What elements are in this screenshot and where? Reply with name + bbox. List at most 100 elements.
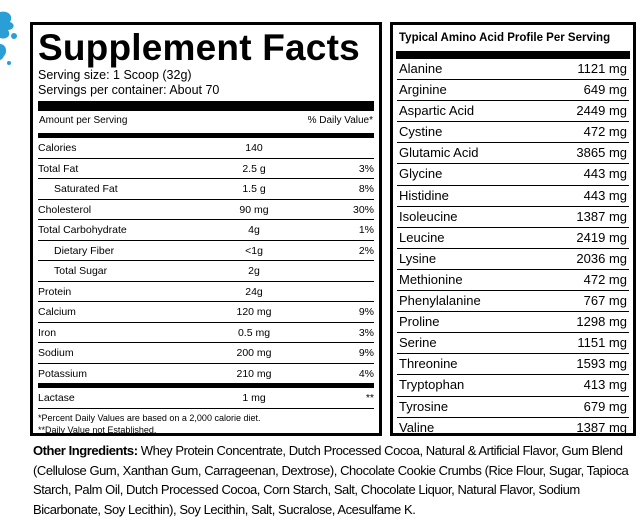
nutrient-amount: 2g [248,265,260,277]
amino-acid-name: Tryptophan [399,377,465,393]
nutrient-daily-value: 3% [358,162,374,175]
nutrient-row: Dietary Fiber <1g 2% [38,241,374,261]
nutrient-row: Protein 24g [38,282,374,302]
nutrient-daily-value [282,138,374,158]
amino-acid-table: Alanine 1121 mg Arginine 649 mg Aspartic Aci… [397,59,629,439]
amount-per-serving-header: Amount per Serving [39,115,128,126]
nutrient-name: Calories [38,142,77,154]
amino-acid-row: Valine 1387 mg [397,418,629,439]
amino-acid-name: Glycine [399,166,443,182]
nutrient-daily-value: 8% [358,183,374,195]
nutrient-amount: 2.5 g [242,162,266,175]
nutrient-amount: 1 mg [242,392,266,404]
nutrient-amount: 24g [245,285,263,298]
other-ingredients: Other Ingredients: Whey Protein Concentr… [33,441,636,519]
amino-acid-row: Cystine 472 mg [397,122,629,144]
amino-acid-name: Lysine [399,250,437,266]
nutrient-row: Total Carbohydrate 4g 1% [38,220,374,241]
serving-size: Serving size: 1 Scoop (32g) [38,68,192,82]
amino-acid-name: Serine [399,335,437,351]
nutrient-row: Iron 0.5 mg 3% [38,323,374,343]
amino-acid-amount: 1387 mg [576,419,627,435]
nutrient-daily-value: 30% [352,203,374,216]
nutrient-amount: 210 mg [236,367,272,380]
nutrient-daily-value: 9% [358,306,374,318]
amino-acid-row: Arginine 649 mg [397,80,629,102]
supplement-facts-title: Supplement Facts [38,27,360,68]
amino-acid-name: Aspartic Acid [399,103,475,119]
amino-acid-row: Isoleucine 1387 mg [397,207,629,228]
amino-acid-amount: 443 mg [583,166,627,182]
nutrient-daily-value: 2% [358,244,374,257]
nutrient-name: Protein [38,285,72,298]
amino-acid-name: Threonine [399,356,458,372]
nutrient-amount: 4g [248,224,260,236]
amino-acid-amount: 1593 mg [576,356,627,372]
nutrient-row: Calories 140 [38,138,374,159]
nutrient-amount: 1.5 g [242,183,266,195]
amino-acid-profile-panel: Typical Amino Acid Profile Per Serving A… [390,22,636,436]
nutrient-amount: 0.5 mg [237,326,271,339]
nutrient-name: Total Carbohydrate [38,224,127,236]
nutrient-row: Total Fat 2.5 g 3% [38,159,374,179]
amino-acid-row: Tyrosine 679 mg [397,397,629,418]
amino-acid-row: Proline 1298 mg [397,312,629,334]
amino-acid-name: Leucine [399,229,445,245]
amino-acid-amount: 649 mg [583,82,627,98]
nutrient-daily-value [282,282,374,302]
other-ingredients-label: Other Ingredients: [33,443,138,458]
nutrient-row: Lactase 1 mg ** [38,388,374,409]
amino-acid-amount: 679 mg [583,398,627,414]
amino-acid-row: Methionine 472 mg [397,270,629,292]
amino-acid-name: Phenylalanine [399,293,481,309]
amino-acid-name: Proline [399,314,440,330]
nutrient-row: Total Sugar 2g [38,261,374,282]
nutrient-row: Potassium 210 mg 4% [38,364,374,388]
amino-acid-row: Leucine 2419 mg [397,228,629,249]
footnote-daily-value-not-established: **Daily Value not Established. [38,424,157,435]
amino-acid-name: Methionine [399,271,463,287]
medium-divider [38,133,374,138]
amino-acid-row: Phenylalanine 767 mg [397,291,629,313]
amino-acid-name: Tyrosine [399,398,449,414]
amino-acid-amount: 2449 mg [576,103,627,119]
amino-acid-name: Cystine [399,124,443,140]
nutrient-row: Calcium 120 mg 9% [38,302,374,323]
nutrient-daily-value [282,261,374,281]
nutrient-daily-value: 1% [358,224,374,236]
supplement-facts-panel: Supplement Facts Serving size: 1 Scoop (… [30,22,382,436]
amino-acid-row: Threonine 1593 mg [397,354,629,376]
nutrient-row: Cholesterol 90 mg 30% [38,200,374,220]
amino-acid-row: Lysine 2036 mg [397,249,629,270]
nutrient-name: Iron [38,326,57,339]
nutrient-name: Total Sugar [54,265,108,277]
nutrient-name: Sodium [38,347,74,359]
other-ingredients-text: Whey Protein Concentrate, Dutch Processe… [33,443,629,517]
amino-acid-name: Arginine [399,82,447,98]
amino-acid-amount: 1387 mg [576,208,627,224]
nutrient-name: Lactase [38,392,75,404]
amino-acid-row: Aspartic Acid 2449 mg [397,101,629,123]
blue-splash-graphic [0,11,17,65]
nutrient-amount: 120 mg [236,306,272,318]
amino-acid-row: Glycine 443 mg [397,164,629,186]
nutrient-daily-value: 4% [358,367,374,380]
amino-acid-profile-title: Typical Amino Acid Profile Per Serving [399,32,611,44]
nutrient-amount: 140 [245,142,263,154]
amino-acid-amount: 2419 mg [576,229,627,245]
nutrient-name: Dietary Fiber [54,244,115,257]
nutrient-name: Saturated Fat [54,183,118,195]
amino-acid-row: Glutamic Acid 3865 mg [397,143,629,165]
servings-per-container: Servings per container: About 70 [38,83,220,97]
amino-acid-amount: 2036 mg [576,250,627,266]
amino-acid-name: Glutamic Acid [399,145,479,161]
amino-acid-amount: 3865 mg [576,145,627,161]
amino-acid-row: Tryptophan 413 mg [397,375,629,397]
amino-acid-name: Valine [399,419,435,435]
nutrient-table: Calories 140 Total Fat 2.5 g 3% Saturated Fat… [38,138,374,409]
nutrient-daily-value: 9% [358,347,374,359]
nutrient-daily-value: 3% [358,326,374,339]
footnote-percent-dv: *Percent Daily Values are based on a 2,0… [38,412,261,423]
nutrient-amount: 90 mg [239,203,269,216]
amino-acid-amount: 472 mg [583,271,627,287]
